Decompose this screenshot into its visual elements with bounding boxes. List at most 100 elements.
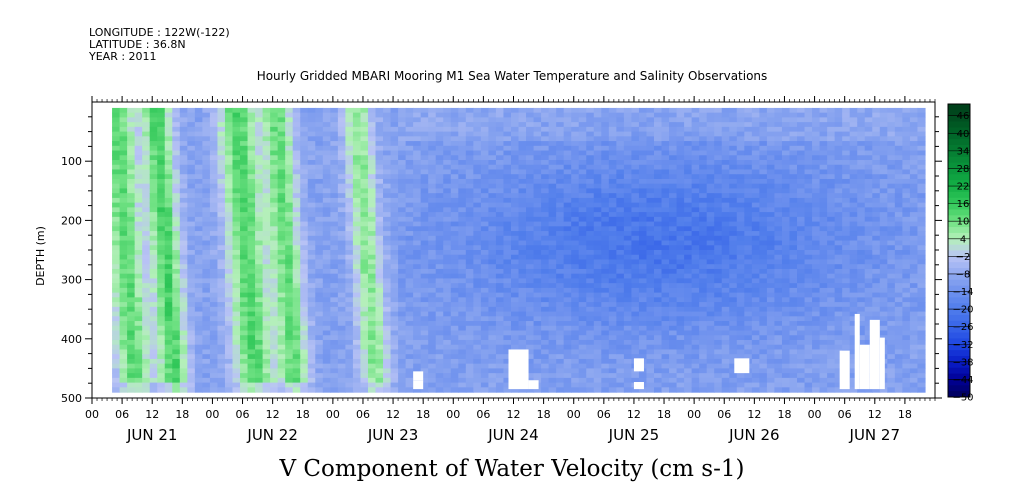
heatmap-cell <box>669 325 678 332</box>
heatmap-cell <box>729 377 738 384</box>
heatmap-cell <box>202 169 211 175</box>
heatmap-cell <box>179 330 188 336</box>
heatmap-cell <box>526 273 535 280</box>
heatmap-cell <box>676 174 685 180</box>
heatmap-cell <box>119 164 128 171</box>
heatmap-cell <box>623 250 633 256</box>
heatmap-cell <box>699 264 708 270</box>
heatmap-cell <box>285 311 294 317</box>
heatmap-cell <box>322 164 331 171</box>
heatmap-cell <box>209 155 219 161</box>
heatmap-cell <box>149 136 158 142</box>
heatmap-cell <box>127 306 136 313</box>
heatmap-cell <box>240 321 249 327</box>
heatmap-cell <box>488 131 497 137</box>
heatmap-cell <box>495 349 505 355</box>
heatmap-cell <box>631 112 640 118</box>
heatmap-cell <box>533 254 542 261</box>
heatmap-cell <box>119 349 128 355</box>
heatmap-cell <box>638 339 648 346</box>
heatmap-cell <box>578 264 587 270</box>
heatmap-cell <box>654 363 663 369</box>
heatmap-cell <box>608 231 617 237</box>
heatmap-cell <box>255 131 264 137</box>
heatmap-cell <box>127 335 136 341</box>
heatmap-cell <box>330 292 339 298</box>
heatmap-cell <box>684 382 693 388</box>
heatmap-cell <box>714 178 723 185</box>
heatmap-cell <box>375 107 384 114</box>
heatmap-cell <box>443 126 452 133</box>
heatmap-cell <box>586 141 595 147</box>
heatmap-cell <box>661 306 670 313</box>
heatmap-cell <box>450 107 459 114</box>
heatmap-cell <box>669 183 678 190</box>
heatmap-cell <box>533 316 542 322</box>
heatmap-cell <box>202 183 211 190</box>
heatmap-cell <box>608 193 617 199</box>
heatmap-cell <box>443 150 452 156</box>
heatmap-cell <box>270 268 279 275</box>
heatmap-cell <box>127 141 136 147</box>
heatmap-cell <box>548 268 557 275</box>
heatmap-cell <box>119 183 128 190</box>
heatmap-cell <box>232 183 241 190</box>
heatmap-cell <box>691 368 700 374</box>
heatmap-cell <box>616 344 625 351</box>
heatmap-cell <box>247 306 256 313</box>
heatmap-cell <box>127 112 136 118</box>
heatmap-cell <box>601 250 610 256</box>
heatmap-cell <box>435 297 444 303</box>
heatmap-cell <box>209 178 219 185</box>
heatmap-cell <box>435 278 444 284</box>
heatmap-cell <box>292 354 301 360</box>
heatmap-cell <box>157 344 166 351</box>
heatmap-cell <box>224 231 234 237</box>
heatmap-cell <box>164 193 173 199</box>
heatmap-cell <box>699 145 708 152</box>
heatmap-cell <box>390 235 399 242</box>
heatmap-cell <box>112 155 121 161</box>
heatmap-cell <box>337 316 347 322</box>
heatmap-cell <box>435 311 444 317</box>
heatmap-cell <box>510 178 520 185</box>
heatmap-cell <box>127 325 136 332</box>
heatmap-cell <box>202 197 211 204</box>
heatmap-cell <box>510 283 520 289</box>
heatmap-cell <box>337 363 347 369</box>
heatmap-cell <box>450 311 459 317</box>
heatmap-cell <box>616 264 625 270</box>
heatmap-cell <box>480 207 490 213</box>
heatmap-cell <box>307 212 316 218</box>
heatmap-cell <box>157 226 166 232</box>
heatmap-cell <box>706 287 715 294</box>
heatmap-cell <box>593 283 602 289</box>
heatmap-cell <box>405 339 414 346</box>
heatmap-cell <box>187 207 196 213</box>
heatmap-cell <box>390 278 399 284</box>
heatmap-cell <box>277 231 286 237</box>
heatmap-cell <box>345 387 354 393</box>
heatmap-cell <box>518 302 527 308</box>
heatmap-cell <box>240 169 249 175</box>
heatmap-cell <box>307 344 316 351</box>
heatmap-cell <box>277 382 286 388</box>
heatmap-cell <box>631 273 640 280</box>
heatmap-cell <box>526 287 535 294</box>
heatmap-cell <box>526 207 535 213</box>
heatmap-cell <box>375 160 384 166</box>
heatmap-cell <box>706 122 715 128</box>
heatmap-cell <box>307 141 316 147</box>
heatmap-cell <box>360 112 369 118</box>
heatmap-cell <box>480 325 490 332</box>
heatmap-cell <box>224 169 234 175</box>
heatmap-cell <box>518 254 527 261</box>
heatmap-cell <box>601 169 610 175</box>
heatmap-cell <box>112 316 121 322</box>
heatmap-cell <box>518 306 527 313</box>
heatmap-cell <box>473 178 482 185</box>
heatmap-cell <box>383 245 392 251</box>
heatmap-cell <box>571 264 580 270</box>
heatmap-cell <box>676 193 685 199</box>
heatmap-cell <box>345 193 354 199</box>
